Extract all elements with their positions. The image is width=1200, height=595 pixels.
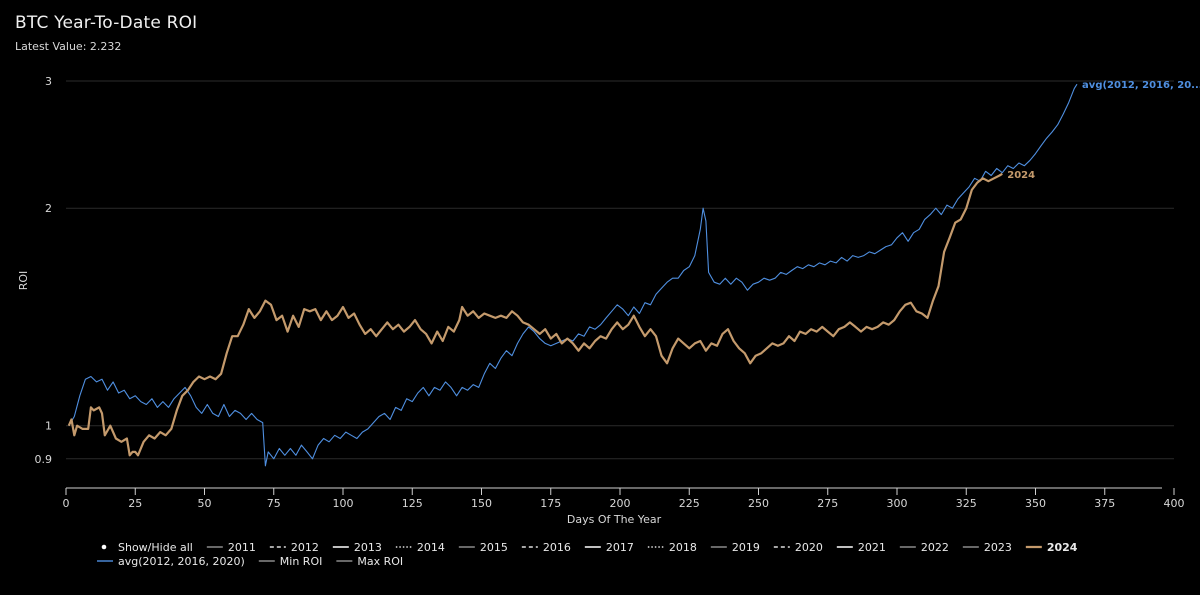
legend-item[interactable]: 2023 (962, 541, 1012, 554)
legend-item[interactable]: 2016 (521, 541, 571, 554)
legend-label: 2015 (480, 541, 508, 554)
legend-label: 2024 (1047, 541, 1078, 554)
legend-item[interactable]: Min ROI (258, 555, 323, 568)
series-line-2024[interactable] (67, 172, 1003, 457)
legend-label: 2023 (984, 541, 1012, 554)
legend-label: Show/Hide all (118, 541, 193, 554)
y-tick-label: 0.9 (35, 453, 53, 466)
legend-item[interactable]: 2011 (206, 541, 256, 554)
legend-label: 2022 (921, 541, 949, 554)
legend-item[interactable]: 2021 (836, 541, 886, 554)
x-axis: 0 25 50 75 100 125 150 175 200 225 250 275 300 325 350… (63, 487, 1185, 510)
legend-label: Min ROI (280, 555, 323, 568)
legend-item[interactable]: 2014 (395, 541, 445, 554)
legend-item[interactable]: 2024 (1025, 541, 1078, 554)
y-axis-ticks: 0.9 1 2 3 (35, 75, 53, 466)
x-tick-label: 325 (956, 497, 977, 510)
legend-label: 2021 (858, 541, 886, 554)
series-lines: avg(2012, 2016, 20... 2024 (67, 80, 1200, 467)
legend-label: 2013 (354, 541, 382, 554)
legend-item[interactable]: Max ROI (336, 555, 403, 568)
x-tick-label: 175 (540, 497, 561, 510)
y-tick-label: 1 (45, 420, 52, 433)
series-end-label: 2024 (1007, 170, 1035, 181)
x-tick-label: 375 (1094, 497, 1115, 510)
legend-label: Max ROI (357, 555, 403, 568)
y-tick-label: 3 (45, 75, 52, 88)
legend-item[interactable]: 2017 (584, 541, 634, 554)
legend-label: 2017 (606, 541, 634, 554)
x-tick-label: 125 (402, 497, 423, 510)
x-tick-label: 300 (887, 497, 908, 510)
legend-label: 2011 (228, 541, 256, 554)
x-tick-label: 200 (610, 497, 631, 510)
x-tick-label: 400 (1164, 497, 1185, 510)
x-tick-label: 100 (333, 497, 354, 510)
latest-value-label: Latest Value: 2.232 (15, 40, 122, 53)
legend: Show/Hide all 2011 2012 2013 2014 2015 2016 201… (97, 541, 1078, 568)
legend-item[interactable]: 2012 (269, 541, 319, 554)
x-tick-label: 75 (267, 497, 281, 510)
legend-item[interactable]: avg(2012, 2016, 2020) (97, 555, 245, 568)
legend-label: 2012 (291, 541, 319, 554)
legend-item[interactable]: 2019 (710, 541, 760, 554)
x-tick-label: 225 (679, 497, 700, 510)
x-tick-label: 150 (471, 497, 492, 510)
legend-label: 2014 (417, 541, 445, 554)
legend-item[interactable]: 2015 (458, 541, 508, 554)
series-line-avg[interactable] (68, 83, 1078, 467)
y-tick-label: 2 (45, 202, 52, 215)
legend-item[interactable]: Show/Hide all (101, 541, 193, 554)
series-end-label: avg(2012, 2016, 20... (1082, 80, 1200, 91)
y-axis-title: ROI (17, 271, 30, 291)
x-tick-label: 350 (1025, 497, 1046, 510)
legend-label: avg(2012, 2016, 2020) (118, 555, 245, 568)
x-axis-title: Days Of The Year (567, 513, 662, 526)
legend-item[interactable]: 2020 (773, 541, 823, 554)
gridlines (66, 80, 1174, 460)
legend-item[interactable]: 2022 (899, 541, 949, 554)
x-tick-label: 50 (198, 497, 212, 510)
legend-dot-marker (101, 544, 107, 550)
legend-label: 2016 (543, 541, 571, 554)
legend-label: 2019 (732, 541, 760, 554)
chart-title: BTC Year-To-Date ROI (15, 13, 198, 33)
legend-label: 2020 (795, 541, 823, 554)
x-tick-label: 250 (748, 497, 769, 510)
legend-item[interactable]: 2018 (647, 541, 697, 554)
x-tick-label: 25 (128, 497, 142, 510)
x-tick-label: 275 (817, 497, 838, 510)
x-tick-label: 0 (63, 497, 70, 510)
legend-item[interactable]: 2013 (332, 541, 382, 554)
legend-label: 2018 (669, 541, 697, 554)
